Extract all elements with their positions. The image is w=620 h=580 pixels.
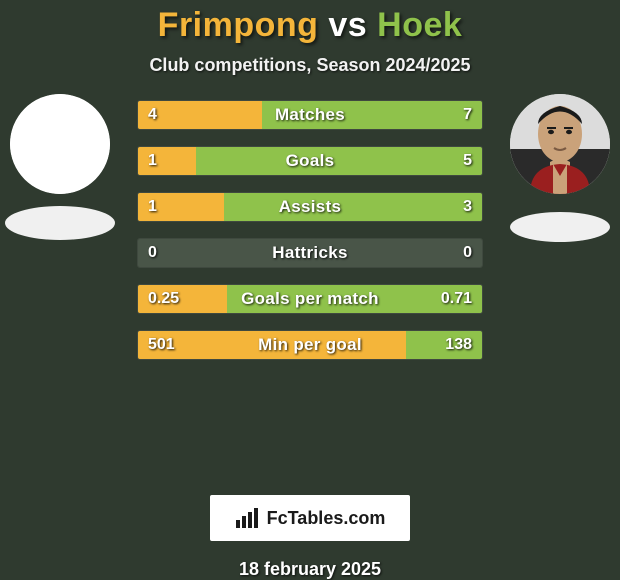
player1-club-badge	[5, 206, 115, 240]
stat-bar-left-fill	[138, 147, 196, 175]
avatar-face-icon	[510, 94, 610, 194]
player2-avatar	[510, 94, 610, 194]
branding-text: FcTables.com	[267, 508, 386, 529]
title-vs: vs	[328, 6, 367, 44]
stat-bars: Matches47 Goals15 Assists13 Hattricks00 Goal…	[137, 100, 483, 360]
stat-bar-row: Assists13	[137, 192, 483, 222]
stat-bar-right-fill	[227, 285, 482, 313]
stat-bar-right-fill	[224, 193, 482, 221]
stat-bar-right-fill	[196, 147, 482, 175]
title: Frimpong vs Hoek	[158, 6, 463, 45]
player1-avatar	[10, 94, 110, 194]
title-player2: Hoek	[377, 6, 462, 44]
branding-badge: FcTables.com	[210, 495, 410, 541]
player2-club-badge	[510, 212, 610, 242]
stat-bar-row: Matches47	[137, 100, 483, 130]
stat-bar-left-fill	[138, 193, 224, 221]
date-text: 18 february 2025	[239, 559, 381, 580]
stat-bar-row: Min per goal501138	[137, 330, 483, 360]
stat-bar-empty	[138, 239, 482, 267]
title-player1: Frimpong	[158, 6, 319, 44]
stat-bar-row: Goals per match0.250.71	[137, 284, 483, 314]
stat-bar-row: Goals15	[137, 146, 483, 176]
content-area: Matches47 Goals15 Assists13 Hattricks00 Goal…	[0, 76, 620, 477]
right-player-column	[505, 94, 615, 242]
stat-bar-left-fill	[138, 285, 227, 313]
stat-bar-left-fill	[138, 101, 262, 129]
bars-logo-icon	[235, 508, 261, 528]
stat-bar-left-fill	[138, 331, 406, 359]
comparison-infographic: Frimpong vs Hoek Club competitions, Seas…	[0, 0, 620, 580]
stat-bar-right-fill	[262, 101, 482, 129]
subtitle: Club competitions, Season 2024/2025	[149, 55, 470, 76]
avatar-placeholder-icon	[10, 94, 110, 194]
left-player-column	[5, 94, 115, 240]
stat-bar-right-fill	[406, 331, 482, 359]
stat-bar-row: Hattricks00	[137, 238, 483, 268]
